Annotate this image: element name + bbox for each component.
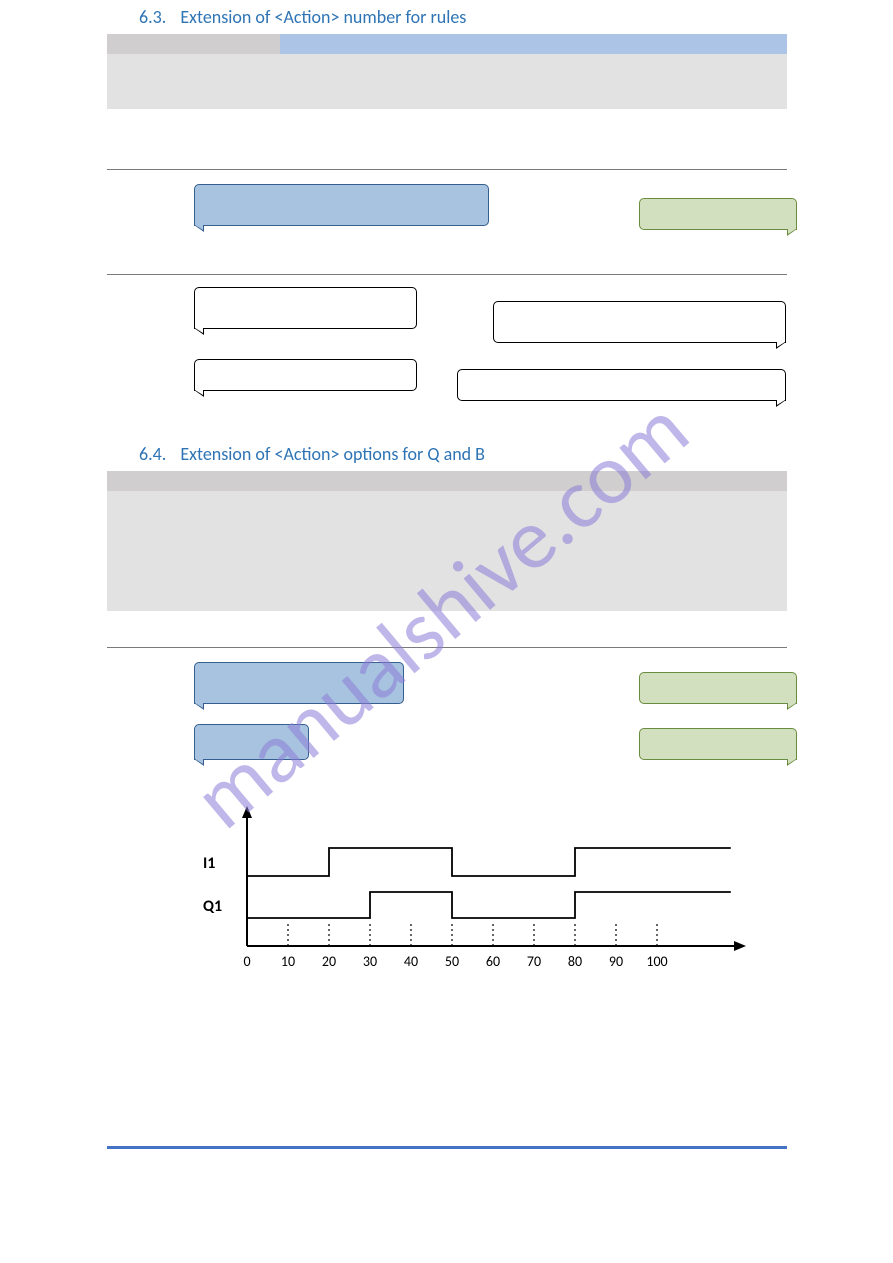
callout-row-2 [107, 275, 787, 415]
header-band-2 [107, 54, 787, 109]
heading-text: Extension of <Action> number for rules [180, 6, 466, 28]
callout-bubble [493, 301, 786, 343]
svg-text:100: 100 [646, 953, 667, 970]
svg-text:80: 80 [568, 953, 582, 970]
callout-tail [787, 703, 797, 710]
callout-tail [787, 229, 797, 236]
callout-row-1 [107, 170, 787, 250]
timing-chart-svg: 0 10 20 30 40 50 60 70 80 90 100 I1 Q1 [187, 806, 757, 1006]
heading-number: 6.3. [139, 6, 166, 28]
callout-bubble [639, 198, 797, 230]
svg-text:40: 40 [404, 953, 418, 970]
callout-tail [194, 703, 204, 710]
header-band-1 [107, 471, 787, 491]
callout-bubble [194, 359, 417, 391]
callout-row [107, 648, 787, 778]
callout-bubble [194, 724, 309, 760]
svg-text:20: 20 [322, 953, 336, 970]
callout-tail [194, 328, 204, 335]
heading-text: Extension of <Action> options for Q and … [180, 443, 485, 465]
callout-tail [194, 390, 204, 397]
callout-tail [776, 400, 786, 407]
callout-bubble [194, 184, 489, 226]
header-band-1 [107, 34, 787, 54]
heading-number: 6.4. [139, 443, 166, 465]
callout-bubble [194, 287, 417, 329]
svg-text:Q1: Q1 [203, 897, 222, 916]
callout-tail [194, 225, 204, 232]
svg-text:60: 60 [486, 953, 500, 970]
svg-text:30: 30 [363, 953, 377, 970]
callout-tail [194, 759, 204, 766]
header-band-2 [107, 491, 787, 611]
svg-text:90: 90 [609, 953, 623, 970]
callout-bubble [457, 369, 786, 401]
callout-tail [787, 759, 797, 766]
svg-text:0: 0 [243, 953, 250, 970]
timing-chart: 0 10 20 30 40 50 60 70 80 90 100 I1 Q1 [187, 806, 787, 1011]
callout-tail [776, 342, 786, 349]
section-heading-6-3: 6.3. Extension of <Action> number for rul… [139, 0, 787, 34]
callout-bubble [639, 672, 797, 704]
svg-text:50: 50 [445, 953, 459, 970]
footer-rule [107, 1146, 787, 1149]
callout-bubble [194, 662, 404, 704]
svg-text:10: 10 [281, 953, 295, 970]
section-heading-6-4: 6.4. Extension of <Action> options for Q … [139, 437, 787, 471]
callout-bubble [639, 728, 797, 760]
svg-text:70: 70 [527, 953, 541, 970]
svg-text:I1: I1 [203, 854, 215, 873]
